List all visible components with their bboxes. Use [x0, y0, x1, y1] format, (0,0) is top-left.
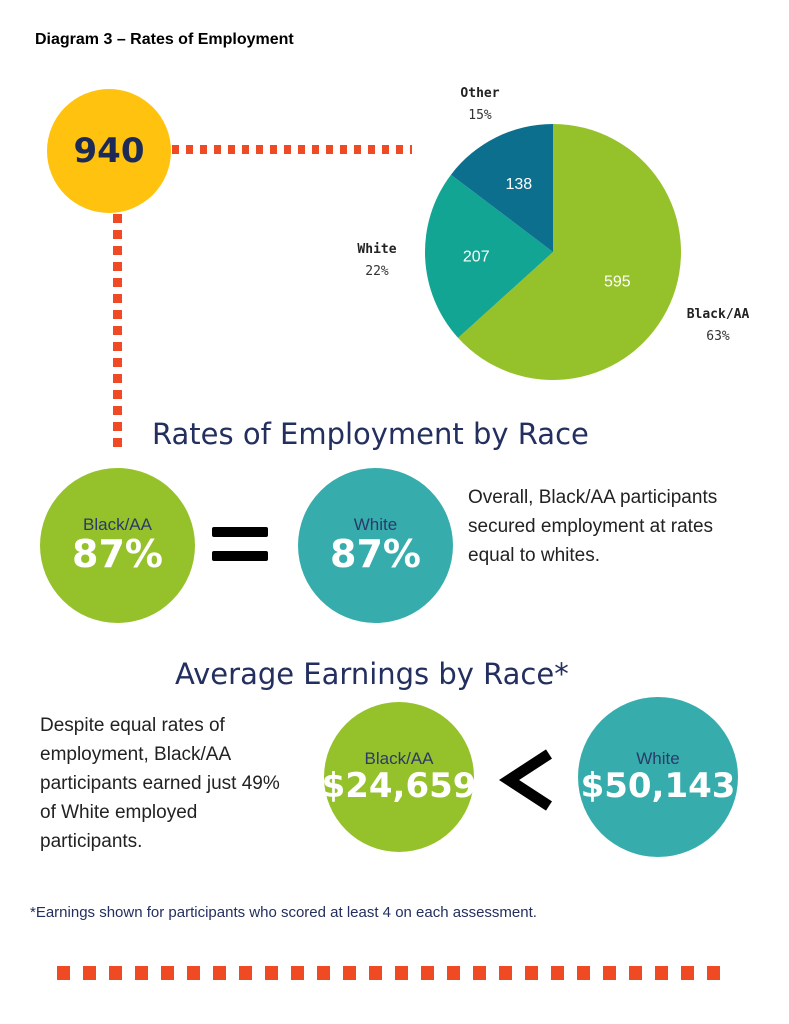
rates-section-title: Rates of Employment by Race [152, 417, 589, 451]
total-participants-circle: 940 [47, 89, 171, 213]
pie-slice-other [450, 124, 553, 252]
pie-category-label: Other [460, 86, 499, 101]
earnings-white-circle: White $50,143 [578, 697, 738, 857]
pie-percent-label: 22% [365, 264, 389, 279]
rates-description: Overall, Black/AA participants secured e… [468, 487, 718, 566]
less-than-sign [499, 749, 552, 811]
diagram-title: Diagram 3 – Rates of Employment [35, 31, 294, 48]
pie-category-label: Black/AA [687, 307, 750, 322]
pie-value-label: 207 [463, 248, 490, 265]
rate-black-label: Black/AA [83, 515, 152, 535]
pie-percent-label: 15% [468, 108, 492, 123]
bottom-dashed-divider [57, 966, 732, 980]
earnings-white-label: White [636, 748, 680, 768]
earnings-white-value: $50,143 [580, 765, 736, 806]
rate-white-circle: White 87% [298, 468, 453, 623]
connector-dashed-vertical [113, 214, 122, 450]
rate-black-value: 87% [72, 531, 163, 576]
earnings-description: Despite equal rates of employment, Black… [40, 715, 280, 852]
rate-white-value: 87% [330, 531, 421, 576]
pie-value-label: 595 [604, 274, 631, 291]
pie-chart: 595 207 138 Black/AA 63% White 22% Other 15% [357, 86, 750, 381]
earnings-black-label: Black/AA [364, 748, 434, 768]
earnings-black-value: $24,659 [321, 765, 477, 806]
earnings-section-title: Average Earnings by Race* [175, 657, 569, 691]
rate-white-label: White [353, 515, 398, 535]
footnote: *Earnings shown for participants who sco… [30, 904, 537, 921]
pie-slice-white [425, 174, 553, 338]
pie-percent-label: 63% [706, 329, 730, 344]
pie-category-label: White [357, 242, 396, 257]
equals-sign [212, 527, 268, 575]
connector-dashed-horizontal [172, 145, 412, 154]
earnings-black-circle: Black/AA $24,659 [321, 702, 477, 852]
rate-black-circle: Black/AA 87% [40, 468, 195, 623]
total-participants-value: 940 [73, 131, 145, 171]
pie-slice-blackaa [458, 124, 681, 381]
pie-value-label: 138 [505, 176, 532, 193]
